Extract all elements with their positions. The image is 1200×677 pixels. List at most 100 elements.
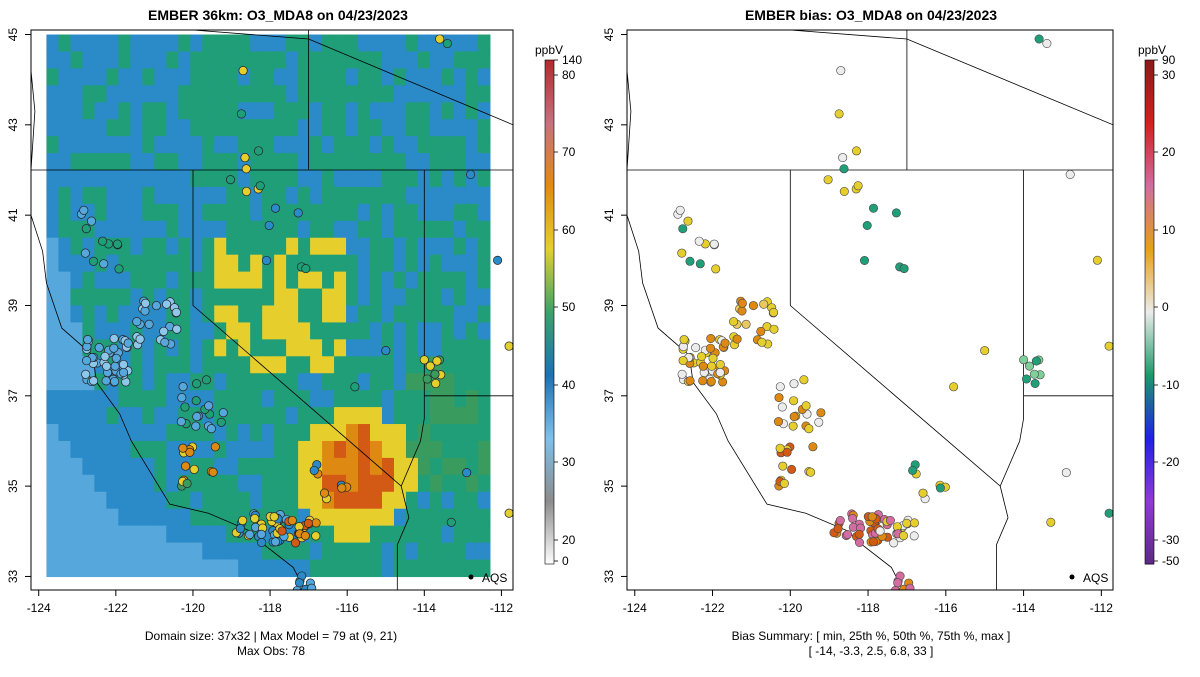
bias-point xyxy=(909,531,919,541)
obs-point xyxy=(255,181,265,191)
heatmap-cell xyxy=(358,237,371,256)
heatmap-cell xyxy=(274,457,287,476)
bias-point xyxy=(679,335,689,345)
heatmap-cell xyxy=(382,34,395,53)
heatmap-cell xyxy=(262,542,275,561)
heatmap-cell xyxy=(405,440,419,459)
heatmap-cell xyxy=(250,305,263,324)
heatmap-cell xyxy=(322,440,335,459)
obs-point xyxy=(311,531,321,541)
heatmap-cell xyxy=(190,102,203,120)
heatmap-cell xyxy=(453,339,467,357)
heatmap-cell xyxy=(226,491,239,510)
heatmap-cell xyxy=(274,153,287,171)
obs-point xyxy=(172,324,182,334)
heatmap-cell xyxy=(405,542,419,561)
heatmap-cell xyxy=(142,390,155,408)
heatmap-cell xyxy=(310,407,323,425)
heatmap-cell xyxy=(178,85,191,103)
heatmap-cell xyxy=(118,136,131,154)
heatmap-cell xyxy=(154,474,167,493)
bias-point xyxy=(789,379,799,389)
heatmap-cell xyxy=(310,305,323,324)
heatmap-cell xyxy=(453,34,467,53)
heatmap-cell xyxy=(370,373,383,391)
heatmap-cell xyxy=(298,102,311,120)
heatmap-cell xyxy=(310,339,323,357)
heatmap-cell xyxy=(166,102,179,120)
heatmap-cell xyxy=(226,559,239,578)
heatmap-cell xyxy=(346,457,359,476)
heatmap-cell xyxy=(441,237,455,256)
heatmap-cell xyxy=(358,186,371,205)
heatmap-cell xyxy=(322,186,335,205)
heatmap-cell xyxy=(310,254,323,273)
heatmap-cell xyxy=(441,170,455,188)
bias-point xyxy=(708,353,718,363)
obs-point xyxy=(419,355,429,365)
heatmap-cell xyxy=(441,68,455,86)
heatmap-cell xyxy=(358,508,371,527)
bias-point xyxy=(804,424,814,434)
heatmap-cell xyxy=(94,457,107,476)
heatmap-cell xyxy=(262,68,275,86)
heatmap-cell xyxy=(382,322,395,340)
heatmap-cell xyxy=(94,508,107,527)
heatmap-cell xyxy=(214,305,227,324)
bias-point xyxy=(898,531,908,541)
heatmap-cell xyxy=(58,136,71,154)
heatmap-cell xyxy=(346,203,359,222)
heatmap-cell xyxy=(58,271,71,290)
right-aqs-marker: AQS xyxy=(1069,571,1108,585)
obs-point xyxy=(432,356,442,366)
obs-point xyxy=(89,376,99,386)
bias-point xyxy=(677,248,687,258)
heatmap-cell xyxy=(190,559,203,578)
heatmap-cell xyxy=(382,271,395,290)
heatmap-cell xyxy=(226,220,239,239)
heatmap-cell xyxy=(238,85,251,103)
heatmap-cell xyxy=(190,542,203,561)
heatmap-cell xyxy=(465,288,479,307)
heatmap-cell xyxy=(405,51,419,69)
heatmap-cell xyxy=(226,542,239,561)
heatmap-cell xyxy=(94,474,107,493)
heatmap-cell xyxy=(154,186,167,205)
heatmap-cell xyxy=(274,34,287,53)
obs-point xyxy=(191,421,201,431)
heatmap-cell xyxy=(238,220,251,239)
left-xtick-label: -122 xyxy=(104,601,128,615)
heatmap-cell xyxy=(477,339,491,357)
obs-point xyxy=(86,216,97,226)
obs-point xyxy=(98,236,108,246)
heatmap-cell xyxy=(477,153,491,171)
heatmap-cell xyxy=(262,170,275,188)
heatmap-cell xyxy=(393,136,407,154)
heatmap-cell xyxy=(334,491,347,510)
heatmap-cell xyxy=(334,51,347,69)
bias-points xyxy=(673,34,1113,590)
heatmap-cell xyxy=(334,119,347,137)
heatmap-cell xyxy=(477,542,491,561)
heatmap-cell xyxy=(382,153,395,171)
heatmap-cell xyxy=(429,186,443,205)
bias-point xyxy=(706,376,716,386)
heatmap-cell xyxy=(178,186,191,205)
heatmap-cell xyxy=(46,559,60,578)
heatmap-cell xyxy=(453,153,467,171)
heatmap-cell xyxy=(46,102,60,120)
heatmap-cell xyxy=(274,390,287,408)
right-map-plot: -124 -122 -120 -118 -116 -114 -112 33 35 37 39 41 4… xyxy=(602,28,1114,615)
heatmap-cell xyxy=(393,153,407,171)
heatmap-cell xyxy=(429,51,443,69)
bias-point xyxy=(908,465,918,475)
heatmap-cell xyxy=(429,525,443,544)
bias-point xyxy=(836,66,846,76)
obs-point xyxy=(191,396,201,406)
heatmap-cell xyxy=(370,491,383,510)
heatmap-cell xyxy=(142,153,155,171)
heatmap-cell xyxy=(118,525,131,544)
heatmap-cell xyxy=(477,102,491,120)
heatmap-cell xyxy=(46,119,60,137)
heatmap-cell xyxy=(370,237,383,256)
